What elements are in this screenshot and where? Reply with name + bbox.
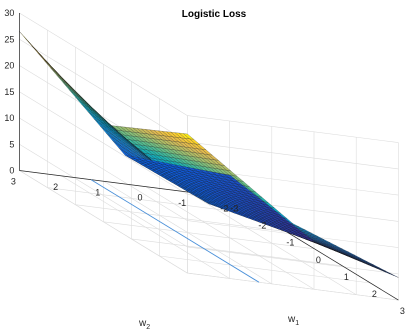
w2-tick-label: 3	[11, 177, 16, 187]
w1-tick-label: -3	[230, 204, 238, 214]
surface-patch	[19, 31, 30, 44]
side-wall-grid-z	[187, 141, 399, 170]
w1-tick-label: 2	[372, 289, 377, 299]
back-wall-grid-z	[19, 170, 188, 274]
y-axis-label-sub: 2	[146, 324, 150, 331]
z-tick-label: 10	[4, 113, 14, 123]
back-wall-grid-z	[19, 12, 188, 116]
y-axis-label-base: w	[138, 318, 147, 329]
loss-surface	[19, 31, 399, 278]
back-wall-grid-z	[19, 144, 188, 248]
x-axis-label-base: w	[287, 314, 296, 325]
w2-tick-label: 2	[53, 182, 58, 192]
z-tick-label: 0	[9, 166, 14, 176]
floor-grid-w1	[103, 221, 315, 250]
surface-patch	[56, 75, 68, 87]
floor-grid-w2	[188, 191, 357, 295]
w2-tick-label: 1	[95, 187, 100, 197]
w2-tick-label: 0	[137, 193, 142, 203]
back-wall-grid-z	[19, 39, 188, 143]
floor-grid-w2	[61, 175, 230, 279]
x-axis-label: w1	[287, 314, 299, 327]
floor-line-layer	[90, 179, 260, 283]
w2-tick-label: -1	[178, 198, 186, 208]
floor-grid-w1	[159, 255, 371, 284]
side-wall-grid-z	[187, 246, 399, 275]
w2-tick-label: -2	[220, 204, 228, 214]
floor-grid-w2	[145, 186, 315, 290]
surface-patch	[50, 67, 61, 79]
z-tick-label: 25	[4, 34, 14, 44]
z-tick-label: 15	[4, 87, 14, 97]
w1-tick-label: -1	[286, 238, 294, 248]
floor-grid-w1	[75, 204, 287, 232]
floor-grid-w1	[131, 238, 343, 267]
y-axis-label: w2	[138, 318, 150, 331]
x-axis-label-sub: 1	[295, 320, 299, 327]
chart-title: Logistic Loss	[182, 9, 247, 20]
floor-grid-w2	[103, 181, 272, 285]
w1-tick-label: 3	[400, 306, 405, 316]
floor-line	[90, 179, 260, 283]
z-tick-label: 5	[9, 139, 14, 149]
w1-tick-label: 0	[316, 255, 321, 265]
z-tick-label: 20	[4, 61, 14, 71]
side-wall-grid-z	[187, 115, 399, 143]
back-wall-grid-z	[19, 91, 188, 195]
back-wall-grid-z	[19, 117, 188, 221]
z-tick-label: 30	[4, 8, 14, 18]
w1-tick-label: 1	[344, 272, 349, 282]
floor-grid-w1	[47, 187, 259, 215]
w1-tick-label: -2	[258, 221, 266, 231]
side-wall-grid-z	[187, 272, 399, 301]
